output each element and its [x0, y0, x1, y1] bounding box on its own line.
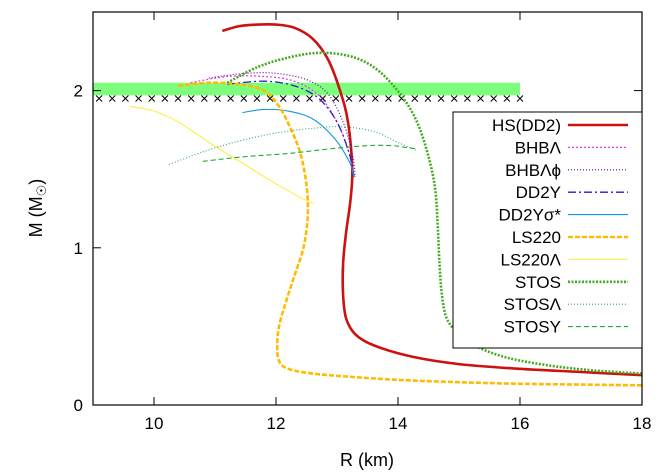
x-tick-label: 12 [267, 414, 286, 433]
x-tick-label: 16 [511, 414, 530, 433]
series-line-ls220 [178, 81, 642, 387]
legend: HS(DD2) BHBΛ BHBΛϕ DD2Y DD2Yσ* LS220 LS220Λ STO… [452, 111, 643, 349]
legend-label: LS220Λ [500, 250, 561, 269]
constraint-cross-mark [200, 95, 208, 102]
legend-entry-bhb: BHBΛ [515, 138, 628, 157]
series-layer [129, 22, 642, 387]
mass-constraint-layer [93, 82, 524, 102]
legend-label: STOSY [504, 318, 561, 337]
legend-label: STOSΛ [504, 295, 562, 314]
constraint-cross-mark [266, 95, 274, 102]
legend-label: DD2Y [516, 183, 561, 202]
mass-constraint-band [93, 82, 520, 96]
series-line-dd2y [227, 80, 355, 178]
constraint-cross-mark [214, 95, 221, 102]
constraint-cross-mark [148, 95, 156, 102]
series-line-ls220 [129, 105, 315, 205]
legend-box [452, 111, 643, 349]
legend-entry-dd2y: DD2Yσ* [499, 206, 628, 225]
legend-entry-stosy: STOSY [504, 318, 628, 337]
legend-label: HS(DD2) [492, 116, 561, 135]
series-line-stos [226, 51, 642, 375]
constraint-cross-mark [161, 95, 169, 102]
constraint-cross-mark [332, 95, 340, 102]
constraint-cross-mark [306, 95, 313, 102]
y-axis-label: M (M☉) [26, 179, 49, 238]
constraint-cross-mark [122, 95, 129, 102]
constraint-cross-mark [227, 95, 234, 102]
constraint-cross-mark [293, 95, 300, 102]
x-axis-label: R (km) [340, 450, 394, 470]
constraint-cross-mark [477, 95, 484, 102]
legend-label: LS220 [512, 228, 561, 247]
constraint-cross-mark [424, 95, 432, 102]
series-line-bhb [208, 72, 356, 178]
legend-entry-stos: STOS [515, 273, 628, 292]
sun-symbol: ☉ [34, 185, 49, 197]
y-tick-label: 0 [74, 396, 83, 415]
series-line-dd2y [242, 108, 355, 178]
x-tick-label: 10 [145, 414, 164, 433]
constraint-cross-mark [450, 95, 458, 102]
constraint-cross-mark [279, 95, 287, 102]
constraint-cross-mark [371, 95, 379, 102]
legend-entry-stos: STOSΛ [504, 295, 628, 314]
constraint-cross-mark [516, 95, 524, 102]
constraint-cross-mark [240, 95, 248, 102]
constraint-cross-mark [437, 95, 445, 102]
legend-entry-ls220: LS220 [512, 228, 628, 247]
legend-label: BHBΛϕ [505, 161, 561, 180]
y-tick-label: 2 [74, 82, 83, 101]
constraint-cross-mark [345, 95, 353, 102]
series-line-hs-dd2 [221, 22, 642, 377]
legend-entry-dd2y: DD2Y [516, 183, 628, 202]
legend-label: BHBΛ [515, 138, 562, 157]
y-tick-label: 1 [74, 239, 83, 258]
constraint-cross-mark [95, 95, 103, 102]
constraint-cross-mark [187, 95, 195, 102]
legend-entry-bhb: BHBΛϕ [505, 161, 628, 180]
constraint-cross-mark [490, 95, 498, 102]
series-line-stosy [202, 144, 417, 162]
constraint-cross-mark [464, 95, 471, 102]
x-tick-label: 18 [633, 414, 652, 433]
x-tick-label: 14 [389, 414, 408, 433]
legend-entry-hs-dd2: HS(DD2) [492, 116, 628, 135]
legend-label: DD2Yσ* [499, 206, 562, 225]
constraint-cross-mark [385, 95, 392, 102]
constraint-cross-mark [503, 95, 511, 102]
constraint-cross-mark [358, 95, 366, 102]
constraint-cross-mark [135, 95, 142, 102]
legend-label: STOS [515, 273, 561, 292]
legend-entry-ls220: LS220Λ [500, 250, 628, 269]
constraint-cross-mark [411, 95, 419, 102]
constraint-cross-mark [174, 95, 182, 102]
constraint-cross-mark [108, 95, 116, 102]
constraint-cross-mark [253, 95, 261, 102]
